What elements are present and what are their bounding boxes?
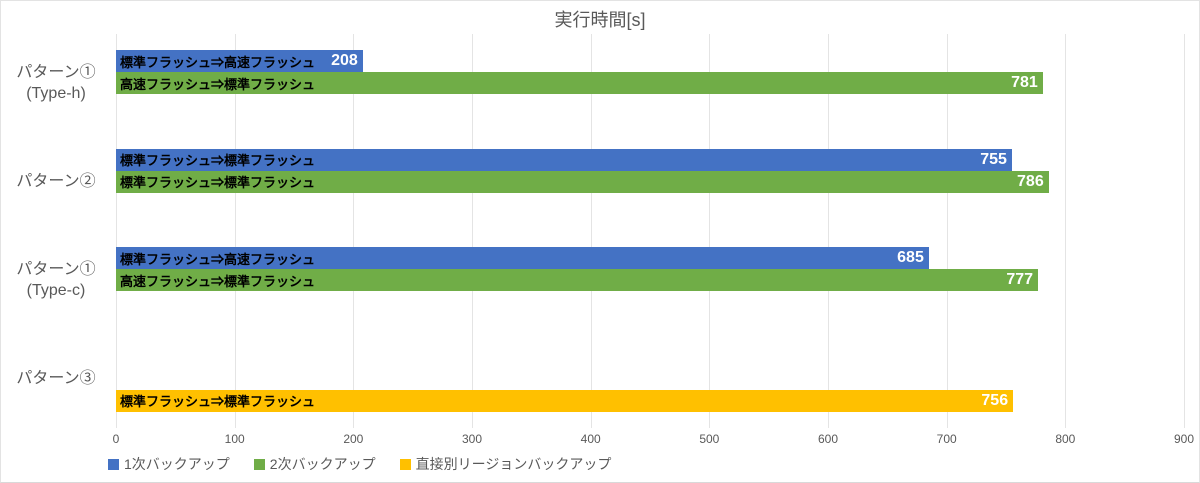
bar-series-label: 高速フラッシュ⇒標準フラッシュ (120, 273, 316, 289)
bar: 標準フラッシュ⇒標準フラッシュ 756 (116, 389, 1014, 412)
category-label: パターン① (Type-h) (1, 34, 111, 133)
plot-area: 標準フラッシュ⇒高速フラッシュ 208 標準フラッシュ⇒標準フラッシュ 755 標準フラ… (116, 34, 1185, 428)
legend: 1次バックアップ 2次バックアップ 直接別リージョンバックアップ (108, 454, 611, 474)
legend-swatch (399, 458, 411, 470)
bar-value-label: 208 (331, 52, 358, 70)
x-axis-tick-label: 100 (224, 432, 245, 446)
bar: 標準フラッシュ⇒高速フラッシュ 208 (116, 50, 363, 73)
gridline (828, 34, 829, 428)
x-axis-tick-label: 500 (699, 432, 720, 446)
category-label-line: パターン② (16, 173, 96, 191)
x-axis-tick-label: 900 (1173, 432, 1195, 446)
bar-series-label: 高速フラッシュ⇒標準フラッシュ (120, 76, 316, 92)
bar-value-label: 755 (980, 150, 1007, 168)
category-label-line: (Type-h) (26, 85, 86, 103)
category-label-line: パターン③ (16, 370, 96, 388)
bar: 高速フラッシュ⇒標準フラッシュ 777 (116, 269, 1039, 292)
gridline (472, 34, 473, 428)
legend-swatch (108, 458, 119, 470)
gridline (1184, 34, 1185, 428)
bar: 高速フラッシュ⇒標準フラッシュ 781 (116, 72, 1043, 95)
bar-series-label: 標準フラッシュ⇒標準フラッシュ (120, 394, 316, 410)
x-axis-tick-label: 0 (112, 432, 120, 446)
gridline (590, 34, 592, 428)
bar: 標準フラッシュ⇒高速フラッシュ 685 (116, 247, 929, 270)
category-label: パターン② (1, 133, 111, 232)
bar-series-label: 標準フラッシュ⇒標準フラッシュ (120, 153, 316, 169)
category-label-line: パターン① (16, 261, 96, 279)
category-label-line: (Type-c) (26, 282, 86, 300)
x-axis-tick-label: 400 (580, 432, 601, 446)
x-axis-tick-label: 700 (936, 432, 957, 446)
bar: 標準フラッシュ⇒標準フラッシュ 755 (116, 148, 1012, 171)
bar-value-label: 685 (897, 249, 924, 267)
legend-label: 直接別リージョンバックアップ (415, 456, 612, 472)
bar-series-label: 標準フラッシュ⇒標準フラッシュ (120, 175, 316, 191)
legend-item: 直接別リージョンバックアップ (399, 454, 612, 474)
legend-item: 2次バックアップ (253, 454, 376, 474)
gridline (234, 34, 236, 428)
gridline (116, 34, 117, 428)
gridline (709, 34, 711, 428)
gridline (353, 34, 355, 428)
bar-series-label: 標準フラッシュ⇒高速フラッシュ (120, 54, 316, 70)
bar-value-label: 777 (1006, 271, 1034, 289)
x-axis-tick-label: 600 (817, 432, 839, 446)
bar: 標準フラッシュ⇒標準フラッシュ 786 (116, 170, 1049, 193)
bar-value-label: 781 (1011, 74, 1038, 92)
gridline (946, 34, 948, 428)
gridline (1065, 34, 1067, 428)
chart-title: 実行時間[s] (554, 10, 646, 30)
category-label: パターン③ (1, 330, 111, 429)
x-axis-tick-label: 800 (1055, 432, 1076, 446)
legend-item: 1次バックアップ (108, 454, 230, 474)
bar-value-label: 786 (1017, 172, 1044, 190)
category-label-line: パターン① (16, 64, 96, 82)
category-label: パターン① (Type-c) (1, 231, 111, 330)
bar-series-label: 標準フラッシュ⇒高速フラッシュ (120, 251, 316, 267)
x-axis-tick-label: 200 (343, 432, 364, 446)
bar-value-label: 756 (981, 391, 1009, 409)
legend-label: 1次バックアップ (124, 456, 230, 472)
x-axis-tick-label: 300 (461, 432, 483, 446)
legend-swatch (253, 458, 265, 470)
legend-label: 2次バックアップ (269, 456, 376, 472)
